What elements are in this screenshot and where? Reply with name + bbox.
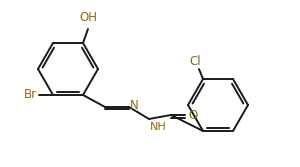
Text: OH: OH: [79, 11, 97, 24]
Text: O: O: [188, 110, 197, 122]
Text: NH: NH: [150, 122, 167, 132]
Text: Cl: Cl: [189, 54, 201, 67]
Text: N: N: [130, 100, 139, 113]
Text: Br: Br: [24, 89, 37, 102]
